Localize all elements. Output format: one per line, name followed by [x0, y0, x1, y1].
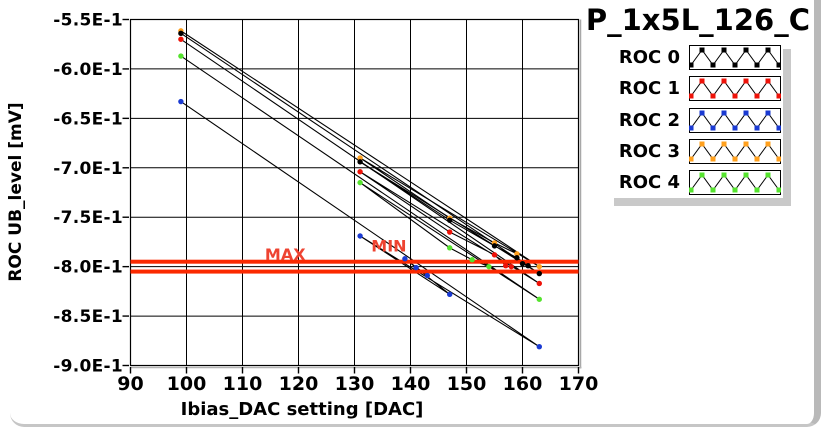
legend-item-roc-1[interactable]: ROC 1 — [606, 76, 781, 102]
y-tick-label: -8.0E-1 — [53, 258, 123, 278]
y-tick-label: -5.5E-1 — [53, 11, 123, 31]
legend-item-roc-0[interactable]: ROC 0 — [606, 45, 781, 70]
data-point — [536, 344, 542, 350]
x-tick-label: 110 — [223, 373, 263, 395]
x-tick-label: 170 — [559, 373, 599, 395]
x-axis-label: Ibias_DAC setting [DAC] — [180, 399, 424, 420]
chart-title: P_1x5L_126_C — [585, 3, 810, 37]
plot-legend: ROC 0 ROC 1 ROC 2 ROC 3 ROC 4 — [606, 41, 783, 198]
data-point — [536, 280, 542, 287]
data-point — [178, 30, 184, 37]
legend-glyph-icon[interactable] — [689, 107, 781, 133]
data-point — [447, 245, 453, 251]
y-axis-label: ROC UB_level [mV] — [6, 102, 26, 282]
data-point — [491, 252, 498, 258]
legend-item-label: ROC 2 — [618, 109, 680, 131]
data-point — [413, 264, 419, 271]
limit-line-max — [130, 259, 579, 264]
legend-item-label: ROC 4 — [618, 172, 680, 193]
limit-label-min: MIN — [371, 236, 406, 255]
data-point — [525, 262, 531, 269]
x-tick-label: 90 — [117, 373, 143, 395]
x-tick-label: 100 — [167, 373, 207, 395]
data-point — [357, 169, 363, 175]
data-point — [357, 233, 363, 239]
x-tick-label: 130 — [335, 373, 375, 395]
data-point — [536, 270, 542, 277]
legend-item-roc-3[interactable]: ROC 3 — [606, 138, 781, 164]
data-point — [514, 255, 520, 261]
x-tick-label: 120 — [279, 373, 319, 395]
y-tick-label: -7.5E-1 — [53, 208, 123, 228]
axis-ticks: 90 100 110 120 130 140 150 160 170 -5.5E-1 -6.0E-1… — [53, 11, 598, 396]
series-lines — [180, 30, 540, 348]
data-point — [508, 263, 514, 270]
legend-item-label: ROC 3 — [618, 140, 680, 162]
y-tick-label: -6.5E-1 — [53, 109, 123, 129]
data-point — [447, 217, 453, 223]
y-tick-label: -9.0E-1 — [53, 357, 123, 377]
legend-glyph-icon[interactable] — [689, 170, 781, 195]
data-point — [357, 159, 363, 165]
series-markers — [178, 28, 542, 350]
data-point — [424, 272, 430, 279]
limit-label-max: MAX — [265, 245, 306, 264]
data-point — [357, 179, 363, 186]
y-tick-label: -7.0E-1 — [53, 159, 123, 179]
data-point — [402, 256, 408, 262]
x-tick-label: 140 — [391, 373, 431, 395]
x-tick-label: 160 — [503, 373, 543, 395]
series-line-roc-3 — [180, 30, 540, 268]
legend-item-label: ROC 0 — [618, 47, 680, 68]
data-point — [178, 36, 184, 42]
data-point — [519, 260, 526, 267]
legend-item-roc-2[interactable]: ROC 2 — [606, 107, 781, 133]
plot-frame-shadow — [130, 19, 582, 369]
legend-item-label: ROC 1 — [618, 78, 680, 100]
data-point — [447, 291, 453, 298]
legend-glyph-icon[interactable] — [689, 45, 781, 70]
data-point — [469, 257, 475, 263]
data-point — [514, 251, 520, 257]
legend-item-roc-4[interactable]: ROC 4 — [606, 170, 781, 195]
data-point — [536, 296, 542, 302]
data-point — [357, 155, 363, 161]
plot-frame — [129, 18, 580, 367]
data-point — [447, 229, 453, 235]
y-tick-label: -6.0E-1 — [53, 60, 123, 80]
data-point — [486, 263, 492, 270]
data-point — [503, 262, 509, 269]
gridlines — [130, 19, 579, 366]
data-point — [491, 243, 498, 249]
limit-line-min — [130, 269, 579, 274]
legend-glyph-icon[interactable] — [689, 76, 781, 102]
data-point — [178, 53, 184, 59]
y-tick-label: -8.5E-1 — [53, 307, 123, 327]
legend-glyph-icon[interactable] — [689, 138, 781, 164]
data-point — [178, 98, 184, 105]
series-line-roc-2 — [180, 101, 540, 348]
x-tick-label: 150 — [447, 373, 487, 395]
data-point — [536, 263, 542, 270]
